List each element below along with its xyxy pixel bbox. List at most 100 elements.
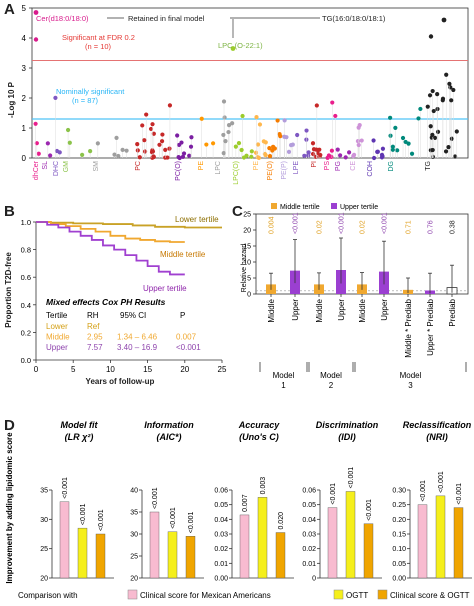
data-point <box>371 155 377 161</box>
data-point <box>188 144 194 149</box>
chart-ytick-label: 0.03 <box>214 532 228 539</box>
class-label-ps: PS <box>324 161 331 171</box>
improvement-bar <box>77 527 88 579</box>
improvement-bar <box>417 504 428 579</box>
lpc-point <box>230 46 236 51</box>
data-point <box>180 154 186 159</box>
cox-row-p: <0.001 <box>176 343 201 352</box>
chart-ytick-label: 0.06 <box>214 488 228 495</box>
data-point <box>230 121 235 126</box>
data-point <box>223 139 228 144</box>
chart-ytick-label: 0 <box>312 576 316 583</box>
data-point <box>286 149 292 154</box>
data-point <box>175 133 180 138</box>
chart-subtitle: (NRI) <box>426 432 448 442</box>
data-point <box>142 138 147 143</box>
nominal-count: (n = 87) <box>72 96 99 105</box>
data-point <box>267 146 272 151</box>
chart-subtitle: (AIC*) <box>157 432 182 442</box>
data-point <box>346 150 352 155</box>
b-ytick-label: 0.8 <box>21 246 31 255</box>
data-point <box>253 150 259 155</box>
panel-a-points <box>33 10 459 161</box>
cox-row-tertile: Upper <box>46 343 68 352</box>
improvement-bar <box>275 532 286 579</box>
data-point <box>318 152 323 158</box>
data-point <box>306 150 311 155</box>
hazard-pvalue: <0.001 <box>293 212 300 234</box>
chart-ytick-label: 20 <box>130 576 138 583</box>
improvement-bar <box>239 514 250 579</box>
data-point <box>295 132 300 138</box>
improvement-bar <box>327 507 338 579</box>
cox-header-rh: RH <box>87 311 99 320</box>
improvement-bar <box>345 491 356 579</box>
data-point <box>379 155 385 160</box>
chart-ytick-label: 0.05 <box>392 561 406 568</box>
model-number: 3 <box>408 381 413 390</box>
panel-d-ylabel: Improvement by adding lipidomic score <box>5 432 14 584</box>
data-point <box>255 142 261 147</box>
data-point <box>275 118 280 123</box>
chart-ytick-label: 0.01 <box>214 561 228 568</box>
chart-title: Discrimination <box>316 420 379 430</box>
c-ytick-label: 0 <box>247 292 251 299</box>
data-point <box>359 138 364 143</box>
chart-ytick-label: 0.25 <box>392 502 406 509</box>
data-point <box>380 146 386 151</box>
panel-a-class-labels: dhCer SL DHC GM SM PC PC(O) PE LPC LPC(O) PE PE(O) P… <box>33 160 432 184</box>
data-point <box>65 127 71 133</box>
improvement-pvalue: <0.001 <box>98 509 105 531</box>
a-ytick-label: 2 <box>22 94 27 103</box>
panel-b-letter: B <box>4 203 15 220</box>
improvement-bar <box>363 523 374 579</box>
data-point <box>270 148 275 153</box>
data-point <box>221 99 227 104</box>
data-point <box>431 108 436 114</box>
b-xtick-label: 0 <box>34 365 39 374</box>
hazard-bar-label: Middle <box>315 298 324 322</box>
data-point <box>400 135 406 141</box>
a-ytick-label: 0 <box>22 154 27 163</box>
data-point <box>176 155 181 160</box>
chart-ytick-label: 40 <box>130 488 138 495</box>
data-point <box>451 87 456 93</box>
data-point <box>444 72 449 77</box>
data-point <box>221 151 226 156</box>
data-point <box>204 142 209 147</box>
chart-title: Model fit <box>61 420 99 430</box>
panel-a-letter: A <box>4 1 15 18</box>
data-point <box>112 152 117 157</box>
model-name: Model <box>320 371 342 380</box>
chart-ytick-label: 25 <box>130 554 138 561</box>
cox-table-rows: Lower Ref Middle 2.95 1.34 – 6.46 0.007 Upper 7… <box>46 322 201 352</box>
data-point <box>33 121 38 126</box>
chart-ytick-label: 0.02 <box>214 546 228 553</box>
cox-row-ci: 1.34 – 6.46 <box>117 333 158 342</box>
data-point <box>157 142 162 147</box>
data-point <box>390 144 395 149</box>
improvement-chart-1: Information (AIC*) 20 25 30 35 40 <0.001 <0.001 <… <box>130 420 204 583</box>
middle-tertile-label: Middle tertile <box>160 250 206 259</box>
improvement-chart-2: Accuracy (Uno's C) 0.00 0.01 0.02 0.03 0.04 0.0… <box>214 420 294 583</box>
cox-row-rh: 2.95 <box>87 333 103 342</box>
a-ytick-label: 3 <box>22 64 27 73</box>
data-point <box>393 125 398 131</box>
chart-ytick-label: 30 <box>40 517 48 524</box>
panel-d-letter: D <box>4 417 15 434</box>
data-point <box>335 147 340 152</box>
cer-point <box>33 37 39 42</box>
data-point <box>222 115 227 120</box>
tg-point <box>441 17 447 23</box>
legend-swatch <box>333 589 344 600</box>
data-point <box>406 141 411 146</box>
improvement-pvalue: <0.001 <box>456 483 463 505</box>
improvement-bar <box>453 507 464 579</box>
panel-b-ylabel: Proportion T2D-free <box>4 252 13 328</box>
chart-ytick-label: 0.15 <box>392 532 406 539</box>
chart-ytick-label: 0.20 <box>392 517 406 524</box>
data-point <box>177 142 182 148</box>
survival-curve-upper <box>36 221 185 276</box>
improvement-pvalue: <0.001 <box>62 477 69 499</box>
